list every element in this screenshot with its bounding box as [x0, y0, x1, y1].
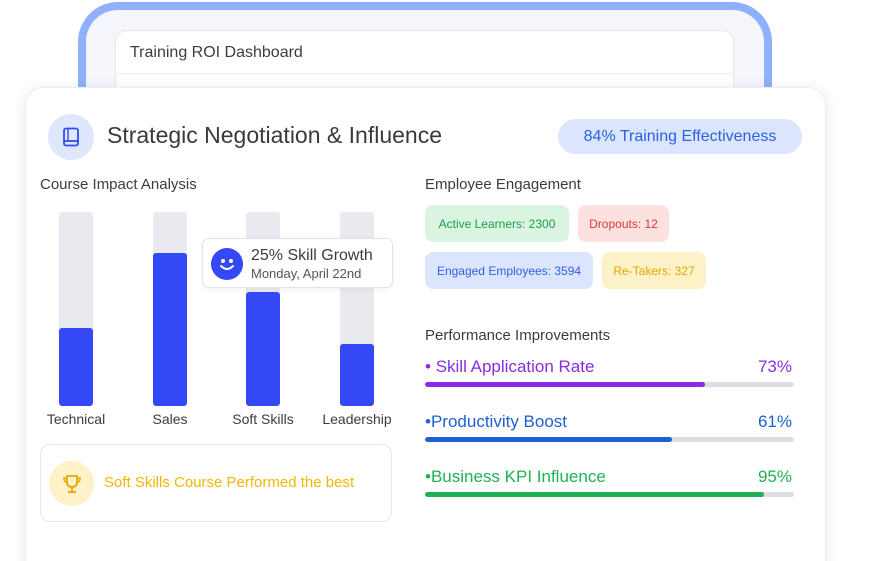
re-takers-pill: Re-Takers: 327	[602, 252, 706, 289]
bar-label: Sales	[152, 411, 188, 427]
skill-application-progress	[425, 382, 794, 387]
course-title: Strategic Negotiation & Influence	[107, 122, 442, 148]
progress-fill	[425, 492, 765, 497]
dropouts-pill: Dropouts: 12	[578, 205, 669, 242]
progress-fill	[425, 382, 706, 387]
effectiveness-badge: 84% Training Effectiveness	[558, 119, 802, 154]
productivity-boost-label: •Productivity Boost	[425, 412, 568, 431]
tooltip-date: Monday, April 22nd	[251, 266, 362, 281]
productivity-boost-progress	[425, 437, 794, 442]
tooltip-main: 25% Skill Growth	[251, 247, 373, 264]
divider	[116, 73, 733, 74]
performance-title: Performance Improvements	[425, 327, 611, 344]
bar-track	[59, 212, 93, 406]
skill-application-label: • Skill Application Rate	[425, 357, 595, 376]
engagement-title: Employee Engagement	[425, 176, 581, 193]
bar-leadership[interactable]	[340, 343, 374, 406]
skill-growth-tooltip: 25% Skill Growth Monday, April 22nd	[202, 238, 393, 288]
trophy-icon	[49, 461, 94, 506]
bar-label: Leadership	[322, 411, 392, 427]
course-impact-title: Course Impact Analysis	[40, 176, 197, 193]
active-learners-pill: Active Learners: 2300	[425, 205, 569, 242]
back-window-title: Training ROI Dashboard	[130, 44, 303, 61]
business-kpi-pct: 95%	[757, 467, 792, 486]
smiley-icon	[211, 248, 243, 280]
best-course-text: Soft Skills Course Performed the best	[104, 474, 355, 491]
business-kpi-label: •Business KPI Influence	[425, 467, 606, 486]
bar-sales[interactable]	[153, 252, 187, 406]
bar-label: Soft Skills	[232, 411, 294, 427]
engaged-employees-pill: Engaged Employees: 3594	[425, 252, 593, 289]
bar-label: Technical	[46, 411, 106, 427]
progress-fill	[425, 437, 673, 442]
book-icon	[48, 114, 94, 160]
productivity-boost-pct: 61%	[757, 412, 792, 431]
business-kpi-progress	[425, 492, 794, 497]
bar-technical[interactable]	[59, 328, 93, 406]
bar-soft-skills[interactable]	[246, 291, 280, 406]
bar-track	[153, 212, 187, 406]
skill-application-pct: 73%	[757, 357, 792, 376]
best-course-callout: Soft Skills Course Performed the best	[40, 444, 392, 522]
